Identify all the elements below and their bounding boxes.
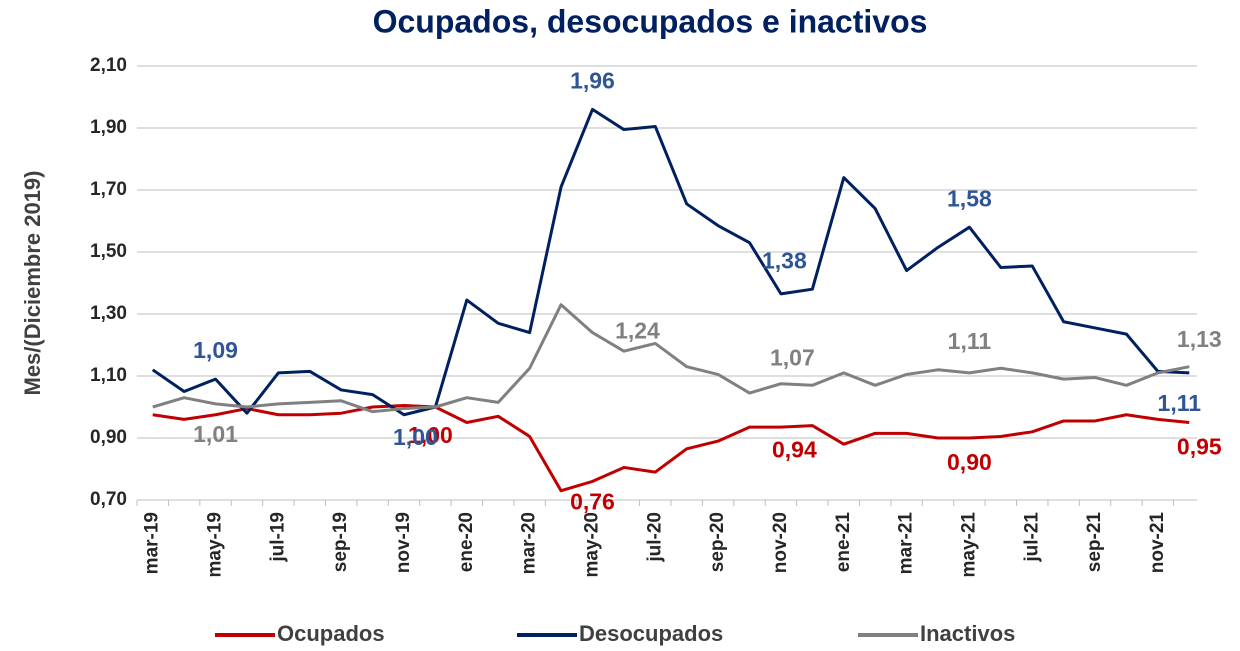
x-tick-label: may-21 [958,512,979,578]
y-tick-label: 1,90 [90,117,127,138]
data-label: 1,09 [193,337,238,363]
legend-label: Ocupados [277,621,385,646]
data-label: 1,11 [948,328,992,354]
data-label: 1,24 [615,318,660,344]
data-label: 0,76 [570,488,615,514]
y-tick-label: 1,30 [90,303,127,324]
x-tick-label: jul-21 [1021,512,1042,563]
x-tick-label: ene-21 [833,512,854,573]
y-tick-label: 0,90 [90,427,127,448]
x-tick-label: ene-20 [456,512,477,572]
y-axis-title: Mes/(Diciembre 2019) [20,171,45,396]
data-label: 1,00 [408,422,453,448]
data-label: 0,90 [947,449,992,475]
data-label: 1,58 [947,185,992,211]
legend-label: Inactivos [920,621,1015,646]
x-tick-label: sep-21 [1084,512,1105,573]
x-tick-label: may-19 [205,512,226,578]
data-label: 1,07 [770,344,815,370]
data-label: 1,11 [1158,390,1202,416]
data-label: 1,96 [570,67,615,93]
x-tick-label: nov-21 [1147,512,1168,574]
data-label: 1,01 [193,421,238,447]
y-tick-label: 1,70 [90,179,127,200]
data-label: 1,38 [762,247,807,273]
data-label: 0,95 [1177,434,1222,460]
y-tick-label: 0,70 [90,489,127,510]
series-line [151,107,1190,417]
y-tick-label: 1,50 [90,241,127,262]
chart-title: Ocupados, desocupados e inactivos [373,3,928,39]
series-line [152,403,1190,493]
x-tick-label: mar-21 [896,512,917,575]
data-label: 1,00 [393,424,438,450]
x-tick-label: nov-19 [393,512,414,573]
y-tick-label: 2,10 [90,55,127,76]
x-tick-label: sep-20 [707,512,728,572]
data-label: 0,94 [772,437,817,463]
x-tick-label: jul-20 [644,512,665,563]
data-label: 1,13 [1177,326,1222,352]
x-tick-label: mar-20 [519,512,540,574]
y-tick-label: 1,10 [90,365,127,386]
x-tick-label: may-20 [581,512,602,578]
legend-label: Desocupados [579,621,723,646]
series-line [152,303,1190,414]
x-tick-label: mar-19 [142,512,163,574]
x-tick-label: sep-19 [330,512,351,572]
x-tick-label: jul-19 [267,512,288,563]
x-tick-label: nov-20 [770,512,791,573]
